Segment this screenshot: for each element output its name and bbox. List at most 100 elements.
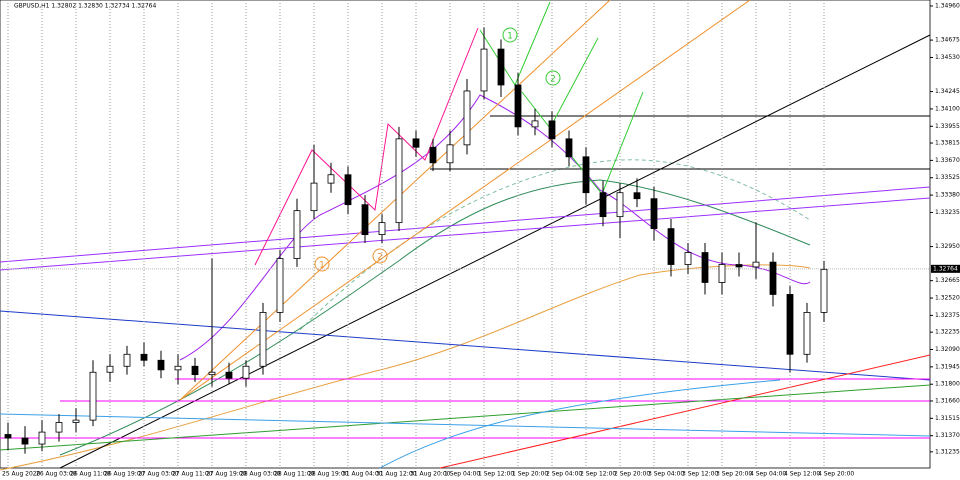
candle-body — [446, 144, 454, 164]
channel-line — [0, 197, 931, 271]
x-tick-label: 28 Aug 19:00 — [308, 471, 349, 478]
candle-body — [633, 192, 641, 200]
candle-body — [429, 146, 437, 164]
y-tick-label: 1.32520 — [935, 295, 960, 302]
annotation: 2 — [550, 75, 556, 85]
zigzag — [254, 27, 479, 266]
candle-body — [718, 264, 726, 283]
candle-body — [191, 365, 199, 376]
moving-average — [59, 179, 811, 456]
candle-body — [395, 138, 403, 224]
candle-body — [735, 264, 743, 268]
annotation-circle — [502, 27, 518, 43]
candle-body — [242, 365, 250, 379]
candle-body — [480, 48, 488, 92]
candle-body — [140, 353, 148, 361]
y-tick-label: 1.31370 — [935, 432, 960, 439]
y-tick-label: 1.31515 — [935, 415, 960, 422]
candle-body — [361, 204, 369, 235]
x-tick-label: 26 Aug 03:00 — [36, 471, 77, 478]
x-tick-label: 28 Aug 11:00 — [274, 471, 315, 478]
x-tick-label: 31 Aug 20:00 — [410, 471, 451, 478]
x-tick-label: 31 Aug 12:00 — [376, 471, 417, 478]
candle-body — [123, 353, 131, 367]
x-tick-label: 2 Sep 04:00 — [546, 471, 582, 478]
trendline — [0, 310, 931, 381]
candle-body — [344, 174, 352, 206]
candle-body — [820, 268, 828, 313]
y-tick-label: 1.31235 — [935, 448, 960, 455]
candle-body — [514, 84, 522, 128]
x-tick-label: 3 Sep 12:00 — [682, 471, 718, 478]
candle-body — [463, 90, 471, 146]
candle-body — [582, 156, 590, 194]
candle-body — [276, 258, 284, 313]
annotation-circle — [314, 256, 330, 272]
trendline — [59, 34, 931, 469]
candle-body — [667, 228, 675, 265]
candle-body — [174, 365, 182, 371]
candle-body — [769, 261, 777, 295]
x-tick-label: 2 Sep 20:00 — [614, 471, 650, 478]
candle-body — [565, 138, 573, 158]
x-tick-label: 1 Sep 20:00 — [512, 471, 548, 478]
annotation: 1 — [507, 32, 513, 42]
y-tick-label: 1.32665 — [935, 277, 960, 284]
candle-body — [225, 371, 233, 379]
candle-body — [378, 222, 386, 235]
y-tick-label: 1.34100 — [935, 105, 960, 112]
x-tick-label: 27 Aug 03:00 — [138, 471, 179, 478]
annotation: 2 — [377, 253, 383, 263]
trendline — [0, 384, 931, 451]
x-tick-label: 27 Aug 19:00 — [206, 471, 247, 478]
drawings: 1 2 1 2 — [0, 0, 931, 471]
candle-body — [55, 422, 63, 433]
candle-body — [548, 120, 556, 140]
candle-body — [106, 365, 114, 373]
y-tick-label: 1.32950 — [935, 243, 960, 250]
x-tick-label: 28 Aug 03:00 — [240, 471, 281, 478]
fan-line — [179, 0, 751, 401]
candle-body — [157, 359, 165, 371]
candle-body — [616, 192, 624, 218]
x-tick-label: 31 Aug 04:00 — [342, 471, 383, 478]
y-tick-label: 1.33380 — [935, 192, 960, 199]
candle-body — [21, 437, 29, 445]
candle-body — [531, 120, 539, 128]
moving-average — [0, 264, 811, 471]
x-tick-label: 25 Aug 2020 — [2, 471, 41, 478]
y-tick-label: 1.33955 — [935, 123, 960, 130]
candle-body — [38, 431, 46, 445]
candle-body — [786, 294, 794, 355]
x-tick-label: 26 Aug 19:00 — [104, 471, 145, 478]
candle-body — [4, 434, 12, 439]
candle-body — [684, 252, 692, 265]
y-tick-label: 1.33525 — [935, 174, 960, 181]
x-tick-label: 1 Sep 12:00 — [478, 471, 514, 478]
y-tick-label: 1.34245 — [935, 88, 960, 95]
y-tick-label: 1.34675 — [935, 37, 960, 44]
trendline — [379, 379, 781, 469]
candle-body — [701, 252, 709, 283]
candle-body — [599, 192, 607, 218]
y-tick-label: 1.33815 — [935, 140, 960, 147]
fan-line — [179, 0, 611, 401]
candle-body — [803, 311, 811, 355]
x-tick-label: 4 Sep 20:00 — [818, 471, 854, 478]
candle-body — [293, 210, 301, 259]
x-tick-label: 4 Sep 04:00 — [750, 471, 786, 478]
candle-body — [259, 311, 267, 367]
chart-title: GBPUSD,H1 1.32802 1.32830 1.32734 1.3276… — [14, 3, 156, 10]
y-tick-label: 1.32090 — [935, 346, 960, 353]
x-tick-label: 3 Sep 20:00 — [716, 471, 752, 478]
y-tick-label: 1.33670 — [935, 157, 960, 164]
candle-body — [327, 174, 335, 184]
y-tick-label: 1.32375 — [935, 312, 960, 319]
y-tick-label: 1.31660 — [935, 397, 960, 404]
y-tick-label: 1.33235 — [935, 209, 960, 216]
x-tick-label: 4 Sep 12:00 — [784, 471, 820, 478]
channel-line — [0, 186, 931, 263]
candle-body — [89, 371, 97, 421]
y-tick-label: 1.31800 — [935, 381, 960, 388]
annotation: 1 — [319, 261, 325, 271]
